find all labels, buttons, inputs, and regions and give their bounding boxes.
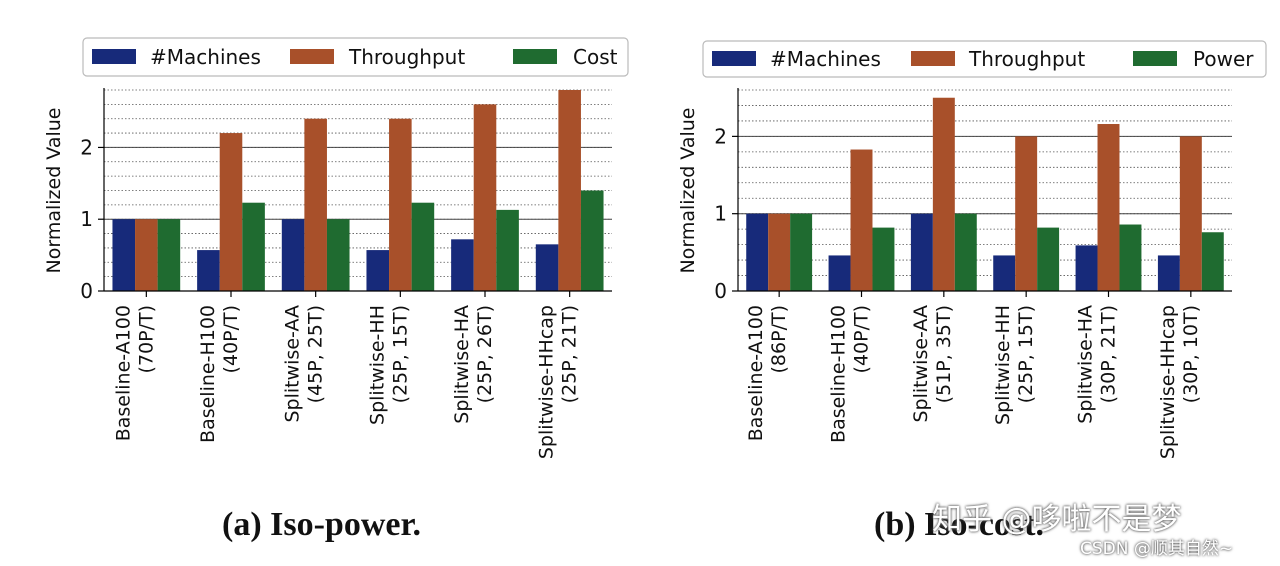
y-tick-label: 1 [714,202,727,226]
caption-a: (a) Iso-power. [222,506,421,543]
x-tick-label: Splitwise-HH(25P, 15T) [366,305,411,425]
x-tick-label: Baseline-H100(40P/T) [828,305,873,443]
x-tick-label: Baseline-A100(86P/T) [745,305,790,441]
legend-swatch [1133,51,1177,66]
bar-cost-3 [411,202,435,291]
y-tick-label: 0 [80,279,93,303]
bar-machines-5 [1157,255,1180,291]
bar-machines-2 [281,219,305,291]
caption-b: (b) Iso-cost. [874,506,1044,543]
bar-cost-1 [242,202,265,291]
chart-a-iso-power: 0 1 2 Normalized Value Baseline-A100(70P/T) B… [43,37,629,459]
x-tick-label: Splitwise-HH(25P, 15T) [992,305,1037,425]
bar-throughput-4 [473,104,497,291]
legend-label: Throughput [968,47,1085,71]
bar-throughput-3 [1015,136,1038,291]
bar-throughput-1 [219,133,243,291]
legend-swatch [513,49,557,64]
bar-machines-0 [746,213,769,291]
y-tick-label: 0 [714,279,727,303]
x-tick-label: Baseline-H100(40P/T) [197,305,242,443]
bar-throughput-1 [850,149,873,291]
bar-machines-4 [451,239,474,291]
legend-label: Power [1193,47,1254,71]
bar-throughput-2 [304,118,327,291]
legend-swatch [712,51,756,66]
bar-power-5 [1201,232,1224,291]
bar-power-3 [1037,227,1060,291]
bar-machines-3 [366,250,390,291]
x-tick-label: Splitwise-HHcap(30P, 10T) [1157,305,1202,459]
bar-throughput-3 [389,118,412,291]
bar-power-1 [872,227,895,291]
x-tick-label: Splitwise-HA(25P, 26T) [451,305,496,424]
x-tick-label: Splitwise-AA(51P, 35T) [910,305,955,423]
legend-swatch [290,49,334,64]
legend-box [702,40,1267,78]
x-tick-label: Baseline-A100(70P/T) [112,305,157,441]
bar-machines-3 [993,255,1016,291]
bar-throughput-5 [1179,136,1202,291]
legend-swatch [92,49,136,64]
bar-throughput-5 [558,90,581,291]
y-tick-label: 2 [80,135,93,159]
bar-machines-1 [828,255,851,291]
bar-throughput-4 [1097,124,1120,291]
bar-throughput-0 [135,219,158,291]
bar-throughput-0 [768,213,791,291]
bar-machines-1 [197,250,220,291]
chart-b-iso-cost: 0 1 2 Normalized Value Baseline-A100(86P/T) B… [677,40,1267,459]
watermark-zhihu: 知乎 @哆啦不是梦 [932,502,1182,537]
bar-cost-5 [580,190,604,291]
legend-swatch [911,51,955,66]
bar-throughput-2 [932,97,955,291]
bar-power-0 [790,213,813,291]
bar-machines-4 [1075,245,1098,291]
bar-cost-2 [326,219,350,291]
watermark-csdn: CSDN @顺其自然~ [1080,539,1234,559]
bar-cost-0 [157,219,181,291]
bar-machines-2 [910,213,933,291]
bar-machines-5 [535,244,559,291]
y-tick-label: 2 [714,124,727,148]
bar-cost-4 [496,209,519,291]
y-tick-label: 1 [80,207,93,231]
y-axis-title: Normalized Value [43,108,65,274]
legend-label: #Machines [770,47,881,71]
legend-label: Throughput [348,45,465,69]
y-axis-title: Normalized Value [677,108,699,274]
bar-power-4 [1119,224,1142,291]
x-tick-label: Splitwise-HHcap(25P, 21T) [536,305,581,459]
x-tick-label: Splitwise-HA(30P, 21T) [1075,305,1120,424]
x-tick-label: Splitwise-AA(45P, 25T) [282,305,327,423]
legend-box [82,37,629,77]
legend-label: #Machines [150,45,261,69]
bar-power-2 [954,213,977,291]
legend-label: Cost [573,45,618,69]
bar-machines-0 [112,219,136,291]
